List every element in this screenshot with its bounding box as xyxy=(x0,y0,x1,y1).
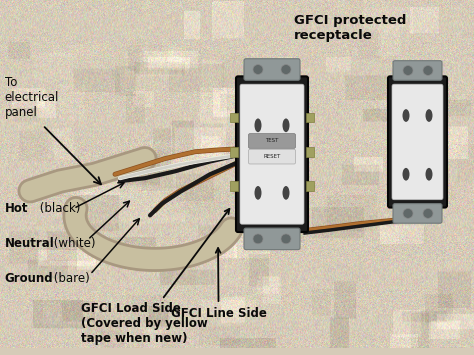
FancyBboxPatch shape xyxy=(388,76,447,208)
Bar xyxy=(306,181,314,191)
Ellipse shape xyxy=(255,186,262,200)
Circle shape xyxy=(423,208,433,218)
Ellipse shape xyxy=(426,109,432,122)
FancyBboxPatch shape xyxy=(244,59,300,80)
Ellipse shape xyxy=(283,119,290,132)
Text: To
electrical
panel: To electrical panel xyxy=(5,76,59,120)
Text: (bare): (bare) xyxy=(50,272,90,284)
Ellipse shape xyxy=(402,109,410,122)
Text: Ground: Ground xyxy=(5,272,54,284)
Ellipse shape xyxy=(426,168,432,181)
FancyBboxPatch shape xyxy=(236,76,308,232)
FancyBboxPatch shape xyxy=(240,84,304,224)
Circle shape xyxy=(253,234,263,244)
Ellipse shape xyxy=(283,186,290,200)
Circle shape xyxy=(281,65,291,75)
Text: GFCI protected
receptacle: GFCI protected receptacle xyxy=(294,14,406,42)
FancyBboxPatch shape xyxy=(244,228,300,250)
FancyBboxPatch shape xyxy=(393,61,442,80)
Text: TEST: TEST xyxy=(265,138,279,143)
Ellipse shape xyxy=(255,119,262,132)
Text: GFCI Load Side
(Covered by yellow
tape when new): GFCI Load Side (Covered by yellow tape w… xyxy=(81,209,229,345)
Circle shape xyxy=(403,66,413,75)
FancyBboxPatch shape xyxy=(248,133,295,148)
Text: Hot: Hot xyxy=(5,202,28,215)
FancyBboxPatch shape xyxy=(393,204,442,223)
Bar xyxy=(230,181,238,191)
FancyBboxPatch shape xyxy=(248,149,295,164)
Text: (white): (white) xyxy=(50,237,95,250)
FancyBboxPatch shape xyxy=(392,84,443,200)
Bar xyxy=(306,113,314,122)
Text: RESET: RESET xyxy=(264,154,281,159)
Circle shape xyxy=(423,66,433,75)
Bar xyxy=(230,147,238,157)
Circle shape xyxy=(403,208,413,218)
Circle shape xyxy=(253,65,263,75)
Circle shape xyxy=(281,234,291,244)
Bar xyxy=(306,147,314,157)
Text: Neutral: Neutral xyxy=(5,237,55,250)
Text: GFCI Line Side: GFCI Line Side xyxy=(171,248,266,320)
Ellipse shape xyxy=(402,168,410,181)
Text: (black): (black) xyxy=(36,202,80,215)
Bar xyxy=(230,113,238,122)
